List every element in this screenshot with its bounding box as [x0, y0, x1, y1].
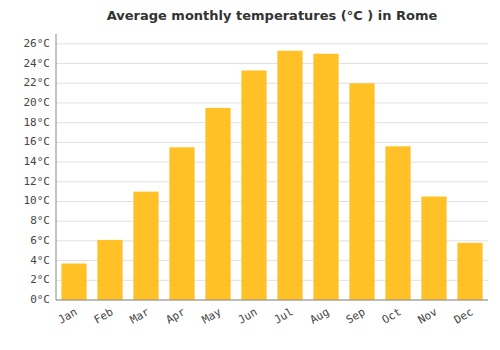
bar [169, 147, 194, 300]
y-tick-label: 12°C [24, 175, 51, 188]
x-tick-label: Oct [380, 305, 404, 326]
bar [457, 243, 482, 300]
bar [349, 83, 374, 300]
y-tick-label: 8°C [30, 214, 50, 227]
x-tick-label: Jan [56, 305, 80, 326]
grid-line [56, 122, 488, 123]
y-tick-label: 2°C [30, 273, 50, 286]
grid-line [56, 83, 488, 84]
y-tick-label: 24°C [24, 57, 51, 70]
y-tick-label: 18°C [24, 116, 51, 129]
bar [241, 70, 266, 300]
bar [133, 192, 158, 300]
y-tick-label: 22°C [24, 76, 51, 89]
bar [313, 54, 338, 300]
bar [205, 108, 230, 300]
y-tick-label: 16°C [24, 135, 51, 148]
x-tick-label: Apr [164, 305, 188, 326]
bar [97, 240, 122, 300]
y-tick-label: 10°C [24, 194, 51, 207]
x-tick-label: Sep [344, 305, 368, 326]
x-tick-label: Aug [308, 305, 332, 326]
y-tick-label: 14°C [24, 155, 51, 168]
chart-svg: Average monthly temperatures (°C ) in Ro… [0, 0, 500, 350]
y-tick-label: 20°C [24, 96, 51, 109]
y-axis-line [56, 34, 57, 300]
grid-line [56, 142, 488, 143]
chart-title: Average monthly temperatures (°C ) in Ro… [107, 8, 438, 23]
chart-container: Average monthly temperatures (°C ) in Ro… [0, 0, 500, 350]
grid-line [56, 102, 488, 103]
bars [61, 51, 482, 300]
grid-line [56, 162, 488, 163]
y-tick-labels: 0°C 2°C 4°C 6°C 8°C 10°C 12°C 14°C 16°C 18°C 20°C 2… [24, 37, 51, 306]
x-tick-label: Feb [92, 305, 116, 326]
grid-line [56, 43, 488, 44]
x-axis-line [56, 300, 488, 301]
bar [385, 146, 410, 300]
x-tick-labels: Jan Feb Mar Apr May Jun Jul Aug Sep Oct Nov Dec [56, 305, 476, 326]
y-tick-label: 6°C [30, 234, 50, 247]
x-tick-label: May [200, 305, 224, 326]
bar [421, 197, 446, 300]
y-tick-label: 26°C [24, 37, 51, 50]
x-tick-label: Nov [416, 305, 440, 326]
page: {"chart_data": {"type": "bar", "title": … [0, 0, 500, 350]
grid-line [56, 300, 488, 301]
bar [277, 51, 302, 300]
x-tick-label: Jul [272, 305, 296, 326]
x-tick-label: Dec [452, 305, 476, 326]
y-grid [56, 44, 488, 300]
y-tick-label: 0°C [30, 293, 50, 306]
x-tick-label: Mar [128, 305, 152, 326]
bar [61, 264, 86, 300]
x-tick-label: Jun [236, 305, 260, 326]
grid-line [56, 63, 488, 64]
y-tick-label: 4°C [30, 254, 50, 267]
grid-line [56, 181, 488, 182]
